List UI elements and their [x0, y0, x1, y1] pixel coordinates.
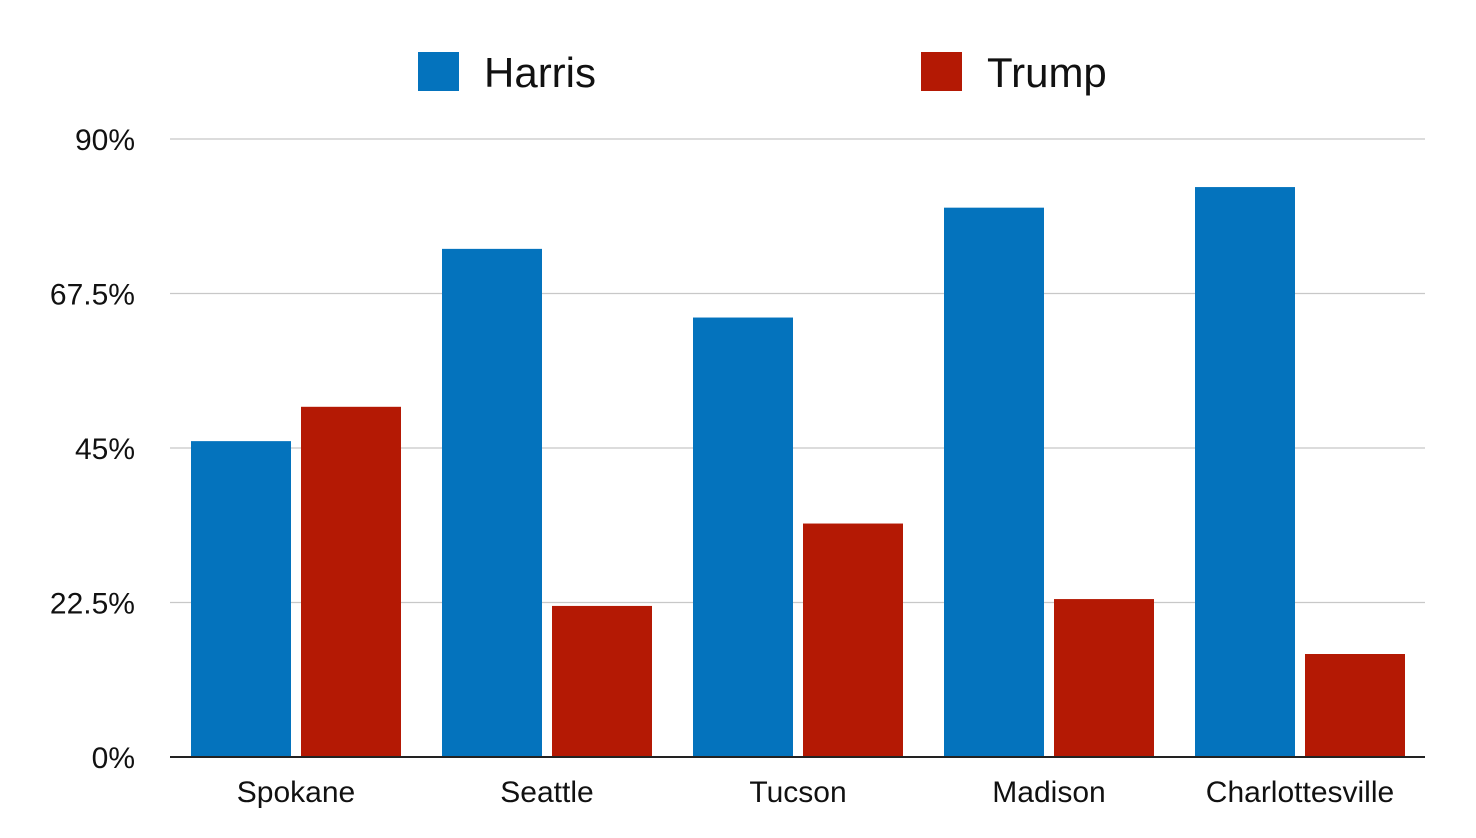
x-tick-label: Spokane: [237, 776, 355, 809]
bar-trump-charlottesville: [1305, 654, 1405, 757]
bar-harris-tucson: [693, 317, 793, 757]
bar-harris-seattle: [442, 248, 542, 757]
y-tick-label: 22.5%: [50, 588, 135, 621]
x-tick-label: Seattle: [500, 776, 593, 809]
x-axis-tick-labels: Spokane Seattle Tucson Madison Charlottesvil…: [237, 776, 1394, 809]
y-tick-label: 90%: [75, 124, 135, 157]
bar-trump-spokane: [301, 406, 401, 757]
y-axis-tick-labels: 0% 22.5% 45% 67.5% 90%: [50, 124, 135, 775]
legend-label-harris: Harris: [484, 49, 596, 96]
legend-swatch-harris: [418, 52, 459, 91]
x-tick-label: Charlottesville: [1206, 776, 1394, 809]
legend: Harris Trump: [418, 49, 1107, 96]
legend-swatch-trump: [921, 52, 962, 91]
y-tick-label: 67.5%: [50, 279, 135, 312]
y-tick-label: 45%: [75, 433, 135, 466]
bar-trump-tucson: [803, 523, 903, 757]
bar-harris-charlottesville: [1195, 187, 1295, 758]
bar-harris-madison: [944, 207, 1044, 757]
legend-label-trump: Trump: [987, 49, 1107, 96]
bar-trump-madison: [1054, 599, 1154, 757]
bar-trump-seattle: [552, 605, 652, 757]
bar-harris-spokane: [191, 441, 291, 757]
x-tick-label: Madison: [992, 776, 1105, 809]
x-tick-label: Tucson: [749, 776, 846, 809]
y-tick-label: 0%: [92, 742, 135, 775]
bars: [191, 187, 1405, 758]
